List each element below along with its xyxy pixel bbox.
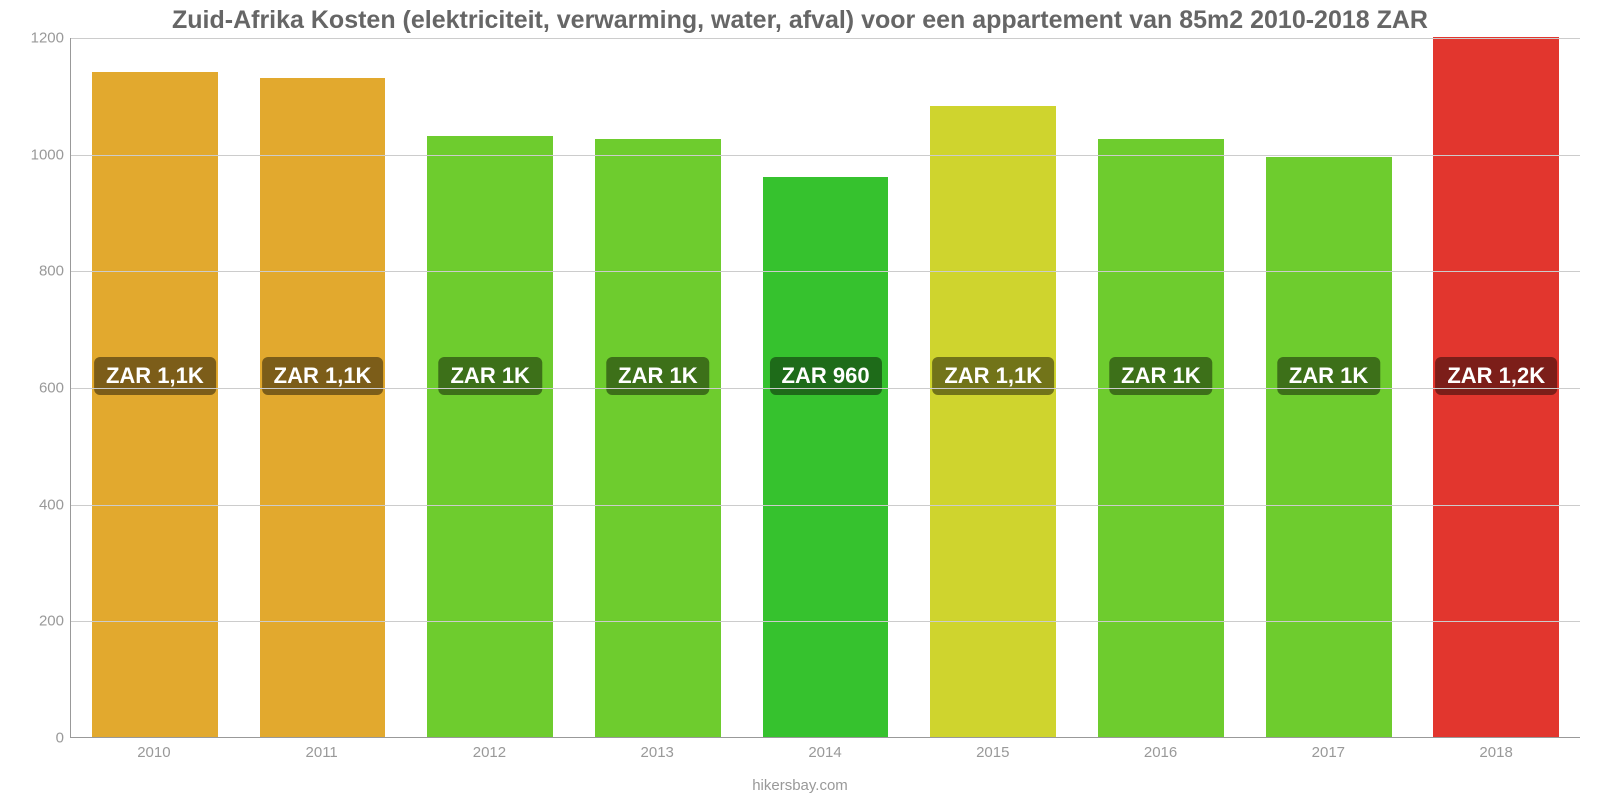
gridline [71, 505, 1580, 506]
x-tick-label: 2018 [1479, 744, 1512, 761]
gridline [71, 155, 1580, 156]
x-tick-label: 2014 [808, 744, 841, 761]
value-badge: ZAR 1K [438, 357, 541, 395]
value-badge: ZAR 1K [1277, 357, 1380, 395]
value-badge: ZAR 960 [770, 357, 882, 395]
y-tick-label: 800 [14, 263, 64, 280]
chart-title: Zuid-Afrika Kosten (elektriciteit, verwa… [0, 6, 1600, 35]
bar [92, 72, 218, 737]
x-tick-label: 2017 [1312, 744, 1345, 761]
x-tick-label: 2015 [976, 744, 1009, 761]
plot-area: ZAR 1,1K ZAR 1,1K ZAR 1K ZAR 1K ZAR 960 ZAR 1… [70, 38, 1580, 738]
y-tick-label: 400 [14, 496, 64, 513]
value-badge: ZAR 1,1K [932, 357, 1054, 395]
attribution-text: hikersbay.com [0, 777, 1600, 794]
value-badge: ZAR 1K [606, 357, 709, 395]
y-tick-label: 0 [14, 730, 64, 747]
bar [763, 177, 889, 737]
value-badge: ZAR 1K [1109, 357, 1212, 395]
value-badge: ZAR 1,1K [94, 357, 216, 395]
gridline [71, 621, 1580, 622]
bar [930, 106, 1056, 737]
bar [260, 78, 386, 737]
x-tick-label: 2012 [473, 744, 506, 761]
bar [1266, 157, 1392, 737]
gridline [71, 271, 1580, 272]
value-badge: ZAR 1,2K [1435, 357, 1557, 395]
bar [427, 136, 553, 737]
gridline [71, 388, 1580, 389]
bar-chart: Zuid-Afrika Kosten (elektriciteit, verwa… [0, 0, 1600, 800]
y-tick-label: 1000 [14, 146, 64, 163]
y-tick-label: 1200 [14, 30, 64, 47]
bar [595, 139, 721, 737]
x-tick-label: 2016 [1144, 744, 1177, 761]
gridline [71, 38, 1580, 39]
x-tick-label: 2011 [306, 744, 338, 761]
y-tick-label: 200 [14, 613, 64, 630]
x-tick-label: 2013 [641, 744, 674, 761]
y-tick-label: 600 [14, 380, 64, 397]
value-badge: ZAR 1,1K [262, 357, 384, 395]
bar [1098, 139, 1224, 737]
x-tick-label: 2010 [137, 744, 170, 761]
